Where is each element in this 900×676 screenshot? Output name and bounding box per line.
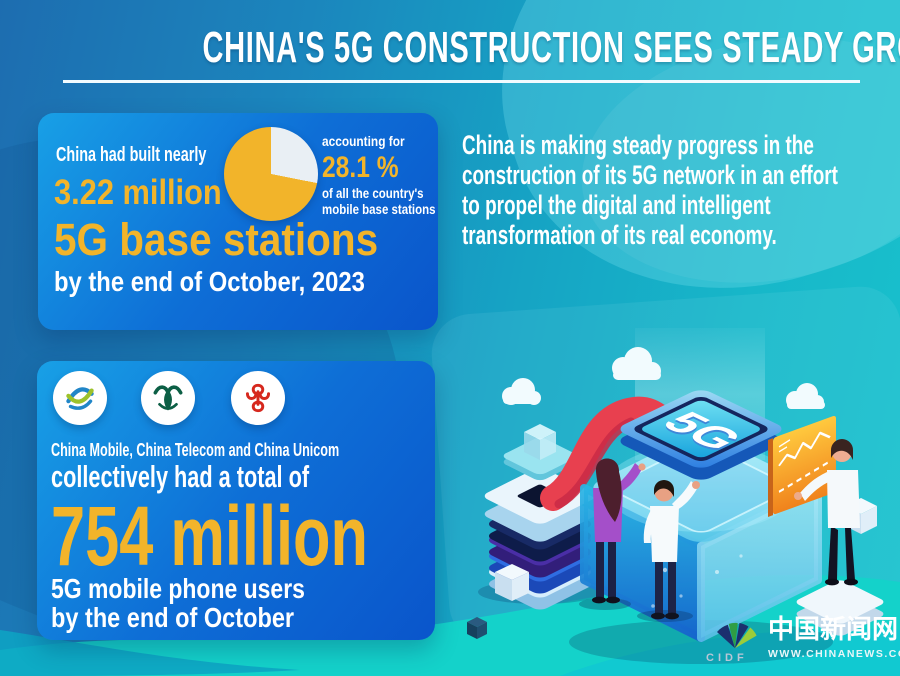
users-figure-label: 5G mobile phone users: [51, 573, 305, 604]
users-card: China Mobile, China Telecom and China Un…: [37, 361, 435, 640]
chart-panel: [768, 415, 836, 517]
stations-figure: 3.22 million: [54, 173, 222, 212]
china-telecom-logo: [141, 371, 195, 425]
operators-line: China Mobile, China Telecom and China Un…: [51, 440, 340, 460]
share-suffix-line-1: of all the country's: [322, 186, 424, 201]
china-mobile-logo: [53, 371, 107, 425]
stations-intro-line: China had built nearly: [56, 144, 207, 166]
intro-line-4: transformation of its real economy.: [462, 220, 777, 250]
stations-date-line: by the end of October, 2023: [54, 266, 365, 297]
users-date-line: by the end of October: [51, 602, 295, 633]
share-caption: accounting for 28.1 % of all the country…: [322, 133, 440, 218]
share-suffix-line-2: mobile base stations: [322, 202, 436, 217]
china-mobile-icon: [66, 387, 94, 410]
glass-mini-cube: [524, 424, 556, 460]
site-url: WWW.CHINANEWS.COM: [768, 648, 900, 660]
china-unicom-logo: [231, 371, 285, 425]
share-prefix: accounting for: [322, 133, 405, 149]
person-right: [794, 439, 884, 636]
cloud-icon-right: [786, 383, 825, 409]
title-underline: [63, 80, 860, 83]
5g-chip: 5G 5G: [605, 390, 797, 532]
intro-line-2: construction of its 5G network in an eff…: [462, 160, 838, 190]
glass-cube: [569, 434, 833, 664]
cidf-logo-icon: [717, 622, 757, 649]
cloud-icon-mid: [612, 347, 661, 380]
china-unicom-icon: [245, 383, 271, 413]
site-name-chinese: 中国新闻网: [768, 614, 899, 644]
person-man: [637, 480, 700, 622]
cloud-icon-left: [502, 378, 541, 405]
5g-illustration: 5G 5G: [467, 328, 884, 664]
small-cube-dark: [467, 617, 487, 639]
page-title: CHINA'S 5G CONSTRUCTION SEES STEADY GROW…: [202, 23, 900, 72]
share-value: 28.1 %: [322, 151, 399, 184]
cloud-icons: [502, 347, 825, 409]
china-telecom-icon: [153, 385, 183, 411]
users-lead-line: collectively had a total of: [51, 459, 310, 494]
intro-paragraph: China is making steady progress in the c…: [462, 130, 892, 250]
page-title-wrap: CHINA'S 5G CONSTRUCTION SEES STEADY GROW…: [0, 22, 900, 84]
person-woman: [579, 458, 646, 610]
intro-line-1: China is making steady progress in the: [462, 130, 814, 160]
share-pie-chart: [224, 127, 318, 221]
intro-line-3: to propel the digital and intelligent: [462, 190, 771, 220]
footer-brand: CIDF 中国新闻网 WWW.CHINANEWS.COM: [700, 614, 900, 674]
stations-figure-label: 5G base stations: [54, 214, 379, 265]
base-stations-card: China had built nearly 3.22 million 5G b…: [38, 113, 438, 330]
cidf-label: CIDF: [706, 652, 748, 664]
users-figure: 754 million: [51, 489, 368, 583]
small-cube-left: [495, 564, 529, 601]
